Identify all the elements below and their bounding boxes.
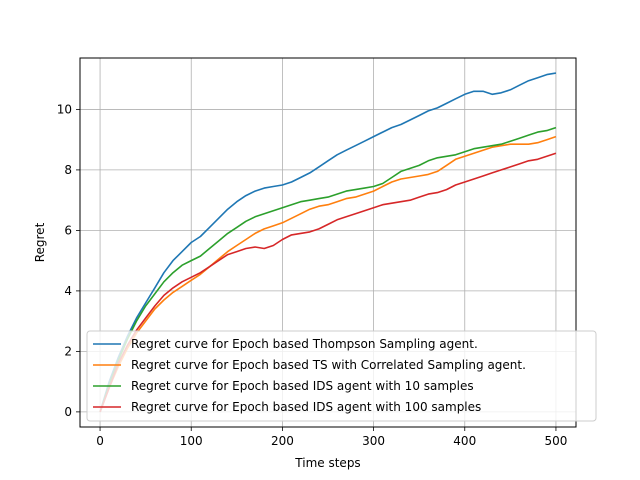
y-axis-ticks: 0 2 4 6 8 10: [57, 102, 80, 419]
legend-label-3: Regret curve for Epoch based IDS agent w…: [131, 379, 474, 393]
y-tick-label: 10: [57, 102, 72, 116]
x-tick-label: 100: [180, 434, 203, 448]
y-tick-label: 0: [64, 405, 72, 419]
legend-label-1: Regret curve for Epoch based Thompson Sa…: [131, 337, 478, 351]
series-line-2: [99, 135, 557, 413]
series-line-3: [99, 126, 557, 413]
series-line-1: [99, 72, 557, 413]
y-tick-label: 8: [64, 163, 72, 177]
y-tick-label: 6: [64, 223, 72, 237]
x-axis-label: Time steps: [294, 456, 360, 470]
legend-box: [86, 330, 597, 422]
x-tick-label: 500: [544, 434, 567, 448]
legend: Regret curve for Epoch based Thompson Sa…: [86, 330, 597, 422]
y-axis-label: Regret: [33, 222, 47, 262]
series-line-4: [99, 152, 557, 413]
plot-area-frame: [79, 57, 577, 428]
x-tick-label: 400: [453, 434, 476, 448]
series-lines: [99, 72, 557, 413]
x-tick-label: 200: [271, 434, 294, 448]
x-axis-ticks: 0 100 200 300 400 500: [96, 427, 567, 448]
y-tick-label: 2: [64, 344, 72, 358]
legend-label-4: Regret curve for Epoch based IDS agent w…: [131, 400, 481, 414]
x-tick-label: 0: [96, 434, 104, 448]
legend-label-2: Regret curve for Epoch based TS with Cor…: [131, 358, 526, 372]
x-tick-label: 300: [362, 434, 385, 448]
y-tick-label: 4: [64, 284, 72, 298]
